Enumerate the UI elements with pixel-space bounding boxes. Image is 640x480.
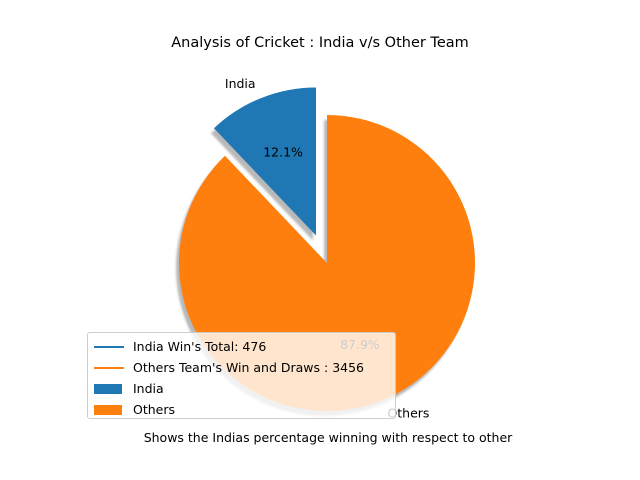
legend-item-india: India	[94, 378, 389, 399]
legend-line-marker	[94, 345, 124, 348]
slice-label-others: Others	[387, 406, 429, 421]
legend-patch-marker	[94, 383, 122, 394]
legend-label: India	[133, 381, 164, 396]
legend-line-marker	[94, 366, 124, 369]
legend-item-others-total: Others Team's Win and Draws : 3456	[94, 357, 389, 378]
legend-item-others: Others	[94, 399, 389, 420]
x-axis-label: Shows the Indias percentage winning with…	[143, 430, 513, 445]
chart-title: Analysis of Cricket : India v/s Other Te…	[171, 35, 469, 51]
legend-item-india-total: India Win's Total: 476	[94, 336, 389, 357]
slice-label-india: India	[225, 76, 256, 91]
legend-patch-marker	[94, 404, 122, 415]
legend: India Win's Total: 476 Others Team's Win…	[87, 332, 396, 419]
legend-label: Others	[133, 402, 176, 417]
legend-label: India Win's Total: 476	[133, 339, 267, 354]
legend-label: Others Team's Win and Draws : 3456	[133, 360, 365, 375]
pie-slice-india	[213, 87, 317, 236]
slice-pct-label-india: 12.1%	[263, 145, 303, 160]
